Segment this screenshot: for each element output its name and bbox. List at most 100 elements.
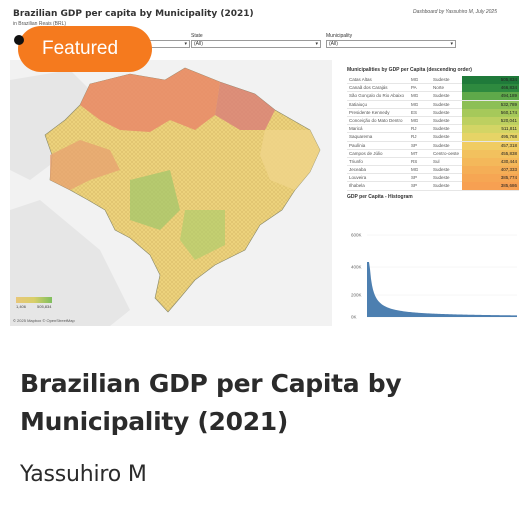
chevron-down-icon: ▾ bbox=[184, 41, 187, 47]
central-west bbox=[130, 170, 180, 230]
municipality-name: São Gonçalo do Rio Abaixo bbox=[349, 93, 405, 99]
y-tick-label: 200K bbox=[351, 293, 362, 298]
gdp-value: 385,774 bbox=[462, 174, 519, 183]
dashboard-subtitle: in Brazilian Reais (BRL) bbox=[13, 21, 67, 27]
dashboard-thumbnail[interactable]: Brazilian GDP per capita by Municipality… bbox=[0, 0, 529, 340]
region-name: Sudeste bbox=[433, 134, 450, 140]
northeast-coast bbox=[260, 130, 320, 190]
filter-select[interactable]: (All) ▾ bbox=[191, 40, 321, 48]
municipality-name: Jeceaba bbox=[349, 167, 367, 173]
table-row[interactable]: Conceição do Mato Dentro MG Sudeste 520,041 bbox=[347, 116, 519, 126]
gdp-value: 455,838 bbox=[462, 149, 519, 158]
region-name: Norte bbox=[433, 85, 445, 91]
state-code: SP bbox=[411, 142, 418, 148]
chevron-down-icon: ▾ bbox=[450, 41, 453, 47]
table-row[interactable]: Triunfo RS Sul 430,444 bbox=[347, 157, 519, 167]
state-code: RS bbox=[411, 158, 418, 164]
state-code: MG bbox=[411, 117, 419, 123]
table-row[interactable]: Paulínia SP Sudeste 457,318 bbox=[347, 141, 519, 150]
state-code: MT bbox=[411, 150, 418, 156]
map-credit: © 2025 Mapbox © OpenStreetMap bbox=[13, 318, 75, 323]
region-name: Centro-oeste bbox=[433, 150, 460, 156]
neighbor-land bbox=[10, 70, 100, 180]
table-row[interactable]: Saquarema RJ Sudeste 495,768 bbox=[347, 133, 519, 142]
filter-dot-icon bbox=[14, 35, 24, 45]
gdp-value: 560,174 bbox=[462, 108, 519, 117]
filter-label: State bbox=[191, 33, 203, 39]
card-author[interactable]: Yassuhiro M bbox=[20, 462, 147, 487]
municipality-name: Presidente Kennedy bbox=[349, 109, 390, 115]
state-code: ES bbox=[411, 109, 418, 115]
region-name: Sudeste bbox=[433, 109, 450, 115]
region-name: Sudeste bbox=[433, 77, 450, 82]
state-code: PA bbox=[411, 85, 417, 91]
histogram-bars bbox=[367, 262, 517, 317]
region-name: Sudeste bbox=[433, 175, 450, 181]
region-name: Sudeste bbox=[433, 101, 450, 107]
table-row[interactable]: São Gonçalo do Rio Abaixo MG Sudeste 494,18… bbox=[347, 92, 519, 101]
state-code: SP bbox=[411, 183, 418, 189]
northeast-north bbox=[215, 82, 275, 130]
municipality-name: Campos de Júlio bbox=[349, 150, 383, 156]
filter-state[interactable]: State (All) ▾ bbox=[191, 33, 321, 48]
gdp-value: 457,318 bbox=[462, 141, 519, 150]
region-name: Sul bbox=[433, 158, 440, 164]
gdp-value: 495,768 bbox=[462, 133, 519, 142]
municipality-name: Paulínia bbox=[349, 142, 366, 148]
featured-badge: Featured bbox=[18, 26, 152, 72]
table-row[interactable]: Canaã dos Carajás PA Norte 466,834 bbox=[347, 84, 519, 93]
region-name: Sudeste bbox=[433, 117, 450, 123]
municipality-name: Saquarema bbox=[349, 134, 373, 140]
brazil-map[interactable] bbox=[10, 60, 332, 326]
state-code: MG bbox=[411, 77, 419, 82]
histogram-title: GDP per Capita - Histogram bbox=[347, 194, 413, 200]
gdp-value: 511,811 bbox=[462, 125, 519, 134]
table-row[interactable]: Campos de Júlio MT Centro-oeste 455,838 bbox=[347, 149, 519, 158]
municipality-name: Conceição do Mato Dentro bbox=[349, 117, 403, 123]
choropleth-map bbox=[10, 67, 321, 326]
filter-select[interactable]: (All) ▾ bbox=[326, 40, 456, 48]
state-code: RJ bbox=[411, 134, 417, 140]
municipality-name: Triunfo bbox=[349, 158, 363, 164]
state-code: RJ bbox=[411, 126, 417, 132]
municipality-name: Catas Altas bbox=[349, 77, 372, 82]
municipality-name: Maricá bbox=[349, 126, 363, 132]
municipality-name: Canaã dos Carajás bbox=[349, 85, 388, 91]
table-row[interactable]: Presidente Kennedy ES Sudeste 560,174 bbox=[347, 108, 519, 117]
gdp-value: 505,834 bbox=[462, 76, 519, 84]
table-row[interactable]: Louveira SP Sudeste 385,774 bbox=[347, 174, 519, 183]
dashboard-credit: Dashboard by Yassuhiro M, July 2025 bbox=[412, 9, 497, 15]
y-tick-label: 0K bbox=[351, 315, 357, 320]
municipality-name: Louveira bbox=[349, 175, 367, 181]
municipality-table: Catas Altas MG Sudeste 505,834 Canaã dos Car… bbox=[347, 76, 519, 191]
gdp-value: 520,041 bbox=[462, 116, 519, 125]
southeast bbox=[180, 210, 225, 260]
state-code: MG bbox=[411, 101, 419, 107]
map-legend-bar bbox=[16, 297, 52, 303]
table-title: Municipalities by GDP per Capita (descen… bbox=[347, 67, 472, 73]
region-name: Sudeste bbox=[433, 167, 450, 173]
gdp-value: 532,789 bbox=[462, 100, 519, 109]
table-row[interactable]: Jeceaba MG Sudeste 407,333 bbox=[347, 166, 519, 175]
table-row[interactable]: Itatiaiuçu MG Sudeste 532,789 bbox=[347, 100, 519, 109]
filter-municipality[interactable]: Municipality (All) ▾ bbox=[326, 33, 456, 48]
region-name: Sudeste bbox=[433, 93, 450, 99]
north-region bbox=[80, 68, 220, 132]
gdp-value: 466,834 bbox=[462, 84, 519, 93]
state-code: SP bbox=[411, 175, 418, 181]
table-row[interactable]: Ilhabela SP Sudeste 385,686 bbox=[347, 182, 519, 191]
y-tick-label: 600K bbox=[351, 233, 362, 238]
y-tick-label: 400K bbox=[351, 265, 362, 270]
municipality-name: Itatiaiuçu bbox=[349, 101, 368, 107]
gdp-value: 407,333 bbox=[462, 166, 519, 175]
region-name: Sudeste bbox=[433, 126, 450, 132]
west-region bbox=[50, 140, 120, 190]
card-title[interactable]: Brazilian GDP per Capita by Municipality… bbox=[20, 369, 402, 436]
histogram-chart: 600K 400K 200K 0K bbox=[351, 233, 517, 320]
legend-max-label: 505,834 bbox=[37, 304, 52, 309]
table-row[interactable]: Catas Altas MG Sudeste 505,834 bbox=[347, 76, 519, 85]
region-name: Sudeste bbox=[433, 183, 450, 189]
filter-label: Municipality bbox=[326, 33, 353, 39]
table-row[interactable]: Maricá RJ Sudeste 511,811 bbox=[347, 125, 519, 134]
state-code: MG bbox=[411, 167, 419, 173]
